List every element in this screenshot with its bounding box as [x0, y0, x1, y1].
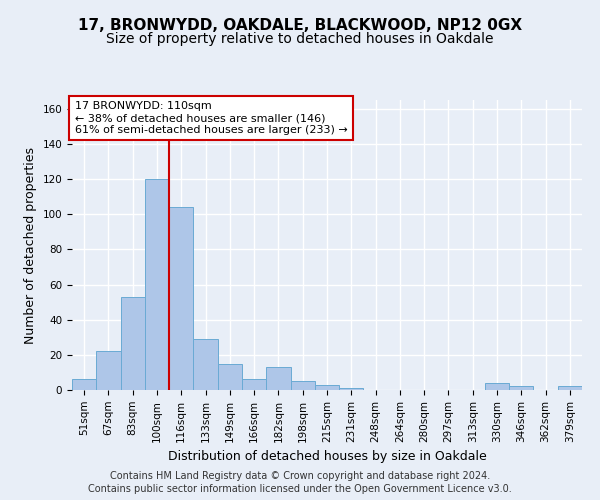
- Bar: [266, 367, 290, 390]
- X-axis label: Distribution of detached houses by size in Oakdale: Distribution of detached houses by size …: [167, 450, 487, 463]
- Text: Size of property relative to detached houses in Oakdale: Size of property relative to detached ho…: [106, 32, 494, 46]
- Text: 17, BRONWYDD, OAKDALE, BLACKWOOD, NP12 0GX: 17, BRONWYDD, OAKDALE, BLACKWOOD, NP12 0…: [78, 18, 522, 32]
- Bar: [121, 297, 145, 390]
- Bar: [218, 364, 242, 390]
- Bar: [96, 352, 121, 390]
- Bar: [509, 386, 533, 390]
- Y-axis label: Number of detached properties: Number of detached properties: [24, 146, 37, 344]
- Bar: [193, 339, 218, 390]
- Text: Contains HM Land Registry data © Crown copyright and database right 2024.: Contains HM Land Registry data © Crown c…: [110, 471, 490, 481]
- Bar: [315, 384, 339, 390]
- Bar: [169, 207, 193, 390]
- Bar: [339, 388, 364, 390]
- Text: 17 BRONWYDD: 110sqm
← 38% of detached houses are smaller (146)
61% of semi-detac: 17 BRONWYDD: 110sqm ← 38% of detached ho…: [74, 102, 347, 134]
- Bar: [72, 380, 96, 390]
- Bar: [242, 380, 266, 390]
- Text: Contains public sector information licensed under the Open Government Licence v3: Contains public sector information licen…: [88, 484, 512, 494]
- Bar: [290, 381, 315, 390]
- Bar: [485, 383, 509, 390]
- Bar: [558, 386, 582, 390]
- Bar: [145, 179, 169, 390]
